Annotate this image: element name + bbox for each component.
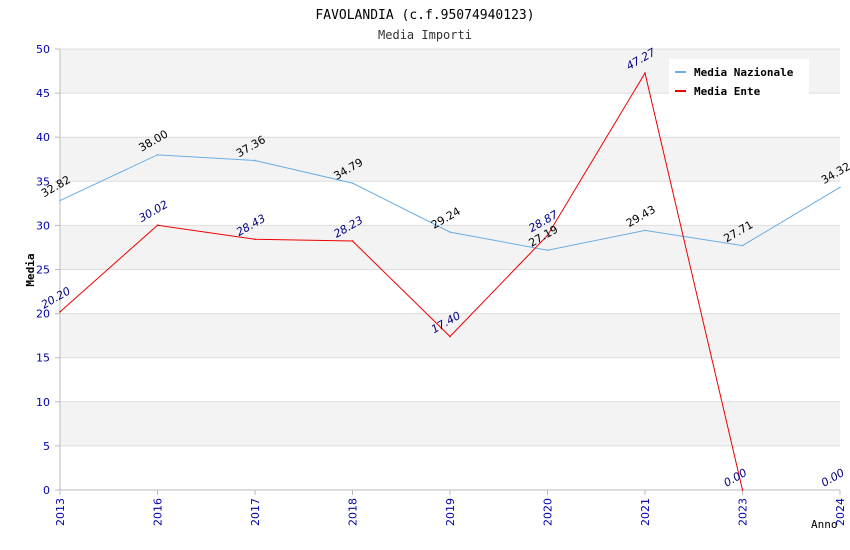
- y-tick-label: 25: [36, 264, 50, 277]
- x-axis-label: Anno: [811, 518, 838, 531]
- data-point: [351, 182, 354, 184]
- y-tick-label: 30: [36, 219, 50, 232]
- data-point: [156, 154, 159, 156]
- x-tick-label: 2016: [152, 498, 165, 526]
- data-point: [351, 240, 354, 242]
- x-tick-label: 2019: [444, 498, 457, 526]
- data-point: [741, 489, 744, 491]
- data-point: [839, 186, 841, 189]
- y-tick-label: 45: [36, 87, 50, 100]
- chart-title: FAVOLANDIA (c.f.95074940123): [315, 8, 534, 23]
- data-point: [546, 249, 549, 251]
- series-lines: [59, 71, 841, 491]
- data-point: [449, 335, 451, 338]
- x-tick-label: 2020: [542, 498, 555, 526]
- data-point: [156, 224, 159, 227]
- background-bands: [60, 49, 840, 446]
- x-tick-label: 2021: [639, 498, 652, 526]
- background-band: [60, 137, 840, 182]
- data-label: 0.00: [722, 466, 750, 490]
- legend-box: [669, 59, 809, 99]
- data-point: [254, 238, 256, 241]
- data-point: [741, 244, 744, 247]
- legend: Media Nazionale Media Ente: [669, 59, 809, 99]
- data-label: 20.20: [39, 284, 73, 311]
- x-tick-label: 2017: [249, 498, 262, 526]
- x-tick-label: 2024: [834, 498, 847, 526]
- y-tick-label: 50: [36, 43, 50, 56]
- background-band: [60, 401, 840, 446]
- y-tick-label: 10: [36, 396, 50, 409]
- y-tick-labels: 0 5 10 15 20 25 30 35 40 45 50: [36, 43, 50, 497]
- data-point: [644, 229, 646, 232]
- data-label: 30.02: [137, 198, 171, 225]
- chart-subtitle: Media Importi: [378, 28, 472, 42]
- data-point: [449, 231, 451, 233]
- data-point: [546, 234, 549, 237]
- x-tick-label: 2023: [737, 498, 750, 526]
- legend-entry: Media Nazionale: [694, 66, 794, 79]
- y-axis-label: Media: [24, 253, 37, 286]
- y-tick-label: 35: [36, 175, 50, 188]
- x-tick-label: 2018: [347, 498, 360, 526]
- y-tick-label: 40: [36, 131, 50, 144]
- y-tick-label: 5: [43, 440, 50, 453]
- y-tick-label: 20: [36, 308, 50, 321]
- y-tick-label: 15: [36, 352, 50, 365]
- legend-entry: Media Ente: [694, 85, 761, 98]
- y-tick-label: 0: [43, 484, 50, 497]
- axes: [55, 48, 841, 495]
- data-point: [644, 72, 646, 74]
- data-label: 0.00: [819, 466, 847, 490]
- data-point: [254, 159, 256, 162]
- x-tick-label: 2013: [54, 498, 67, 526]
- data-point: [59, 311, 61, 313]
- data-point: [59, 199, 61, 202]
- series-line: [59, 71, 743, 491]
- x-tick-labels: 2013 2016 2017 2018 2019 2020 2021 2023 2024: [54, 498, 847, 526]
